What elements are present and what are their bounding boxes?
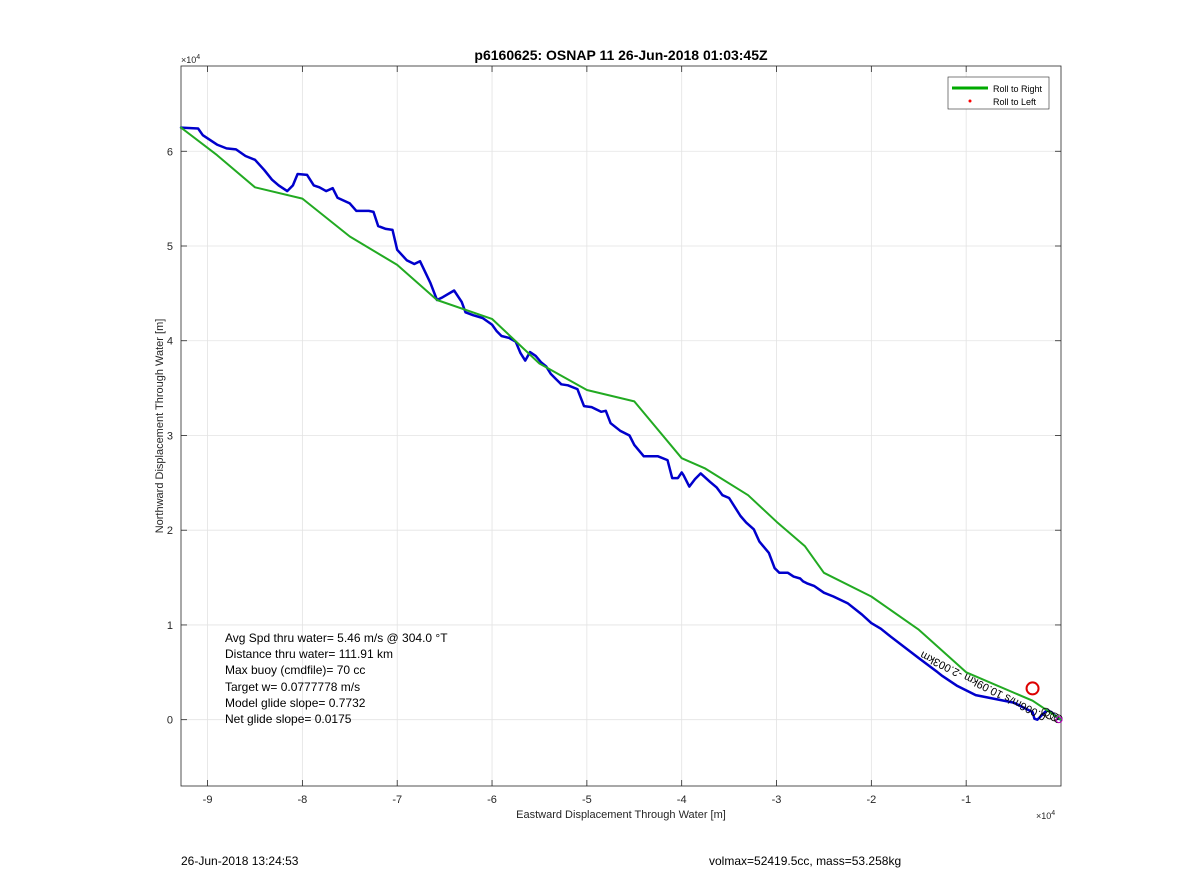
chart-title: p6160625: OSNAP 11 26-Jun-2018 01:03:45Z [474,47,768,63]
x-tick-label: -7 [392,794,402,806]
y-tick-label: 1 [167,620,173,632]
x-tick-label: -5 [582,794,592,806]
x-tick-label: -4 [677,794,687,806]
stat-avg-speed: Avg Spd thru water= 5.46 m/s @ 304.0 °T [225,631,448,645]
series-line-roll-right [180,126,1062,721]
y-tick-label: 5 [167,241,173,253]
series-layer [179,126,1063,721]
stat-net-glide-slope: Net glide slope= 0.0175 [225,712,352,726]
x-axis-label: Eastward Displacement Through Water [m] [516,809,726,821]
series-line-track [179,126,1063,721]
rotated-vector-label: -0.006m/s 10.09km -2.003km [918,648,1051,724]
x-tick-label: -9 [203,794,213,806]
y-tick-label: 6 [167,146,173,158]
x-exponent-label: ×104 [1036,810,1055,821]
stat-distance: Distance thru water= 111.91 km [225,647,393,661]
legend: Roll to Right Roll to Left [947,76,1050,110]
legend-label-roll-left: Roll to Left [993,97,1037,107]
plot-frame [180,65,1062,787]
axis-ticks: -9 -8 -7 -6 -5 -4 -3 -2 -1 0 1 2 3 4 5 6 [167,66,1061,806]
legend-label-roll-right: Roll to Right [993,84,1043,94]
y-tick-label: 0 [167,715,173,727]
x-tick-label: -6 [487,794,497,806]
legend-box [947,76,1050,110]
x-tick-label: -2 [866,794,876,806]
stat-model-glide-slope: Model glide slope= 0.7732 [225,696,366,710]
stat-target-w: Target w= 0.0777778 m/s [225,680,360,694]
footer-timestamp: 26-Jun-2018 13:24:53 [181,854,299,868]
y-tick-label: 3 [167,430,173,442]
stat-max-buoy: Max buoy (cmdfile)= 70 cc [225,663,365,677]
x-tick-label: -8 [297,794,307,806]
y-exponent-label: ×104 [181,54,200,65]
y-tick-label: 2 [167,525,173,537]
x-tick-label: -1 [961,794,971,806]
marker-layer [1025,681,1063,724]
endpoint-marker [1045,710,1055,720]
legend-dot-roll-left [968,99,972,103]
grid [181,66,1061,786]
y-tick-label: 4 [167,336,173,348]
x-tick-label: -3 [772,794,782,806]
surface-marker-circle [1025,681,1040,696]
y-axis-label: Northward Displacement Through Water [m] [154,319,166,534]
endpoint-magenta-marker [1055,716,1063,724]
footer-volmax-mass: volmax=52419.5cc, mass=53.258kg [709,854,902,868]
stats-annotation: Avg Spd thru water= 5.46 m/s @ 304.0 °T … [225,631,448,726]
